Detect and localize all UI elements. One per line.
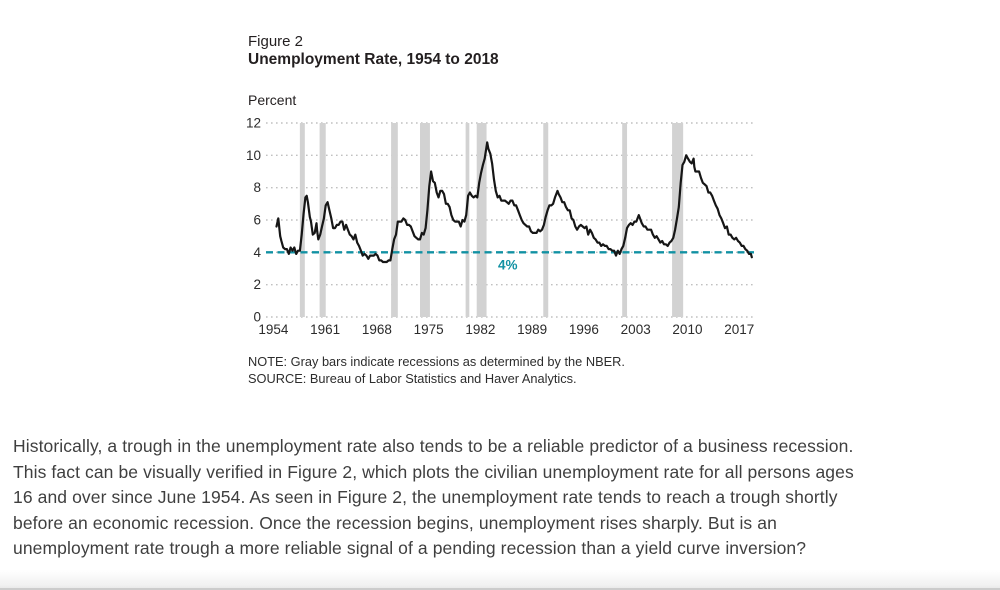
recession-bar [391,123,398,317]
recession-bar [420,123,430,317]
x-tick-label: 1975 [414,322,444,337]
unemployment-rate-chart: 4% 0 2 4 6 8 10 12 1954 1961 1968 1975 1982 1989 1996 2… [246,116,754,338]
recession-bar [622,123,628,317]
x-tick-label: 2003 [621,322,651,337]
paragraph-line: This fact can be visually verified in Fi… [13,461,854,482]
x-tick-label: 1982 [465,322,495,337]
x-tick-label: 1968 [362,322,392,337]
y-tick-label: 10 [246,148,261,163]
four-percent-label: 4% [498,257,518,272]
body-paragraph: Historically, a trough in the unemployme… [13,434,993,562]
y-tick-label: 0 [253,310,261,325]
paragraph-line: Historically, a trough in the unemployme… [13,436,854,456]
unemployment-rate-line [275,141,753,264]
page-bottom-edge [0,570,1000,590]
figure-2-block: Figure 2 Unemployment Rate, 1954 to 2018… [246,33,754,386]
figure-source: SOURCE: Bureau of Labor Statistics and H… [248,371,577,386]
x-tick-label: 2017 [724,322,754,337]
y-tick-label: 6 [253,213,261,228]
paragraph-line: unemployment rate trough a more reliable… [13,538,807,559]
x-tick-label: 1996 [569,322,599,337]
paragraph-line: 16 and over since June 1954. As seen in … [13,487,838,508]
y-axis-unit-label: Percent [248,92,297,108]
paragraph-line: before an economic recession. Once the r… [13,512,777,533]
recession-bar [465,123,470,317]
figure-number-label: Figure 2 [248,33,304,50]
figure-title: Unemployment Rate, 1954 to 2018 [248,51,499,68]
y-tick-label: 2 [253,277,261,292]
y-tick-label: 8 [253,180,261,195]
y-tick-label: 4 [253,245,261,260]
x-tick-label: 1954 [258,322,289,337]
x-tick-label: 1961 [310,322,340,337]
x-tick-label: 1989 [517,322,547,337]
figure-note: NOTE: Gray bars indicate recessions as d… [248,354,625,369]
recession-bar [476,123,487,317]
y-tick-label: 12 [246,116,261,131]
x-tick-label: 2010 [672,322,702,337]
